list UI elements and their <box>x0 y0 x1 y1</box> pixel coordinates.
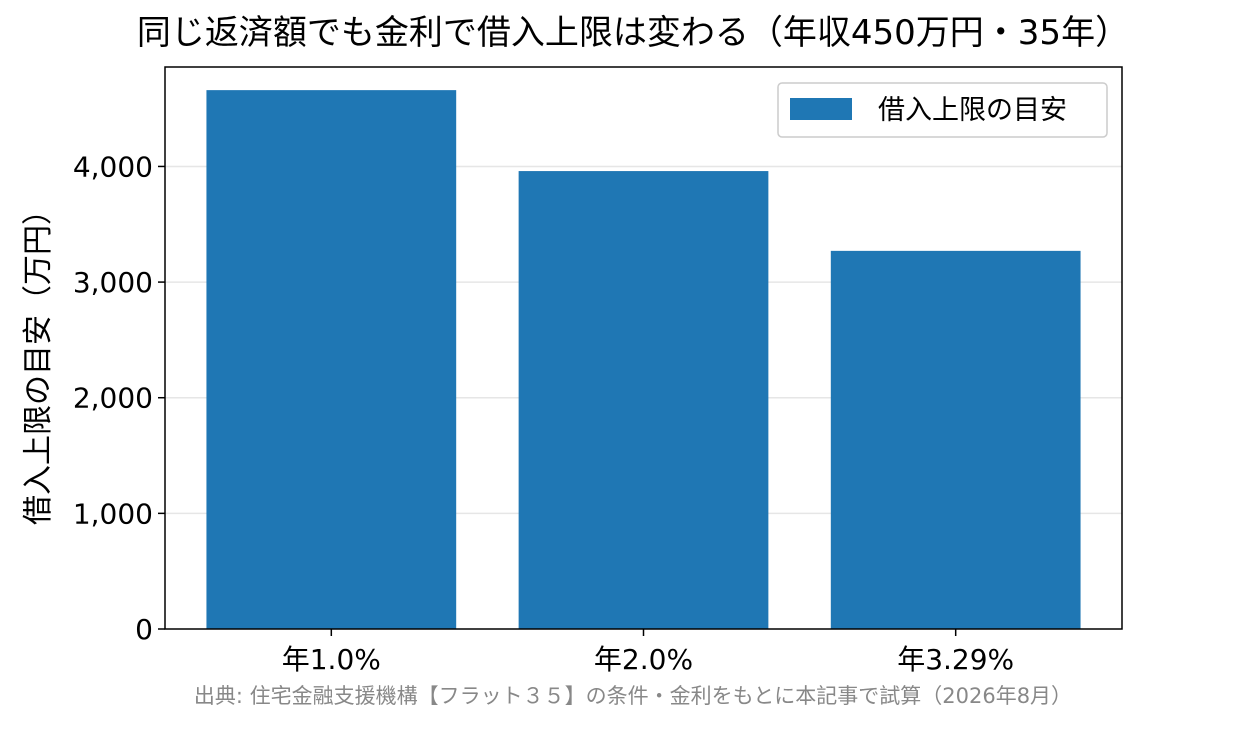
y-ticks: 0 1,000 2,000 3,000 4,000 <box>73 150 165 646</box>
y-tick-label: 4,000 <box>73 150 153 183</box>
y-axis-label: 借入上限の目安（万円） <box>21 195 56 525</box>
bar <box>830 250 1081 629</box>
y-tick-label: 1,000 <box>73 497 153 530</box>
bar <box>518 171 769 629</box>
bar <box>206 90 457 630</box>
bars <box>206 90 1081 630</box>
legend-box <box>777 82 1108 138</box>
y-tick-label: 0 <box>135 613 153 646</box>
legend: 借入上限の目安 <box>777 82 1108 138</box>
x-tick-label: 年1.0% <box>282 643 381 676</box>
x-tick-label: 年2.0% <box>594 643 693 676</box>
y-tick-label: 3,000 <box>73 266 153 299</box>
source-note: 出典: 住宅金融支援機構【フラット３５】の条件・金利をもとに本記事で試算（202… <box>194 684 1072 708</box>
legend-swatch <box>790 98 852 120</box>
y-tick-label: 2,000 <box>73 382 153 415</box>
x-tick-label: 年3.29% <box>897 643 1014 676</box>
chart-title: 同じ返済額でも金利で借入上限は変わる（年収450万円・35年） <box>137 13 1129 53</box>
x-ticks: 年1.0% 年2.0% 年3.29% <box>282 629 1014 676</box>
legend-label: 借入上限の目安 <box>878 95 1067 126</box>
